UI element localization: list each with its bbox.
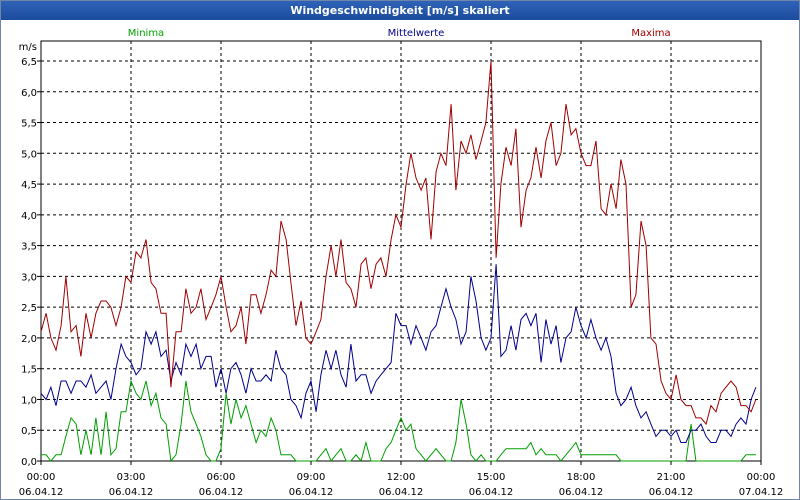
x-tick-time: 03:00 — [117, 472, 146, 483]
x-tick-time: 00:00 — [27, 472, 56, 483]
y-tick-label: 3,0 — [21, 272, 37, 283]
x-tick-date: 06.04.12 — [469, 487, 514, 498]
legend-mittelwerte: Mittelwerte — [388, 28, 445, 39]
y-tick-label: 0,5 — [21, 426, 37, 437]
x-tick-date: 07.04.12 — [739, 487, 784, 498]
grid — [41, 41, 761, 461]
x-tick-time: 15:00 — [477, 472, 506, 483]
y-tick-label: 2,5 — [21, 303, 37, 314]
y-tick-label: 5,5 — [21, 119, 37, 130]
y-tick-label: 5,0 — [21, 149, 37, 160]
series-layer — [40, 60, 757, 463]
x-tick-date: 06.04.12 — [649, 487, 694, 498]
series-line-mittelwerte — [40, 264, 757, 443]
series-line-maxima — [40, 60, 757, 426]
y-tick-label: 6,5 — [21, 57, 37, 68]
y-axis-label: m/s — [19, 42, 37, 53]
x-tick-date: 06.04.12 — [289, 487, 334, 498]
y-tick-label: 1,0 — [21, 395, 37, 406]
axes: 0,0 0,5 1,0 1,5 2,0 2,5 3,0 3,5 4,0 4,5 5,0 5,5 6,0 6… — [19, 42, 784, 498]
series-line-minima — [41, 379, 756, 463]
x-tick-date: 06.04.12 — [19, 487, 64, 498]
y-tick-label: 4,5 — [21, 180, 37, 191]
x-tick-date: 06.04.12 — [379, 487, 424, 498]
y-tick-label: 0,0 — [21, 457, 37, 468]
y-tick-label: 6,0 — [21, 88, 37, 99]
x-tick-time: 06:00 — [207, 472, 236, 483]
x-tick-time: 18:00 — [567, 472, 596, 483]
x-tick-time: 09:00 — [297, 472, 326, 483]
y-tick-label: 1,5 — [21, 365, 37, 376]
x-tick-date: 06.04.12 — [199, 487, 244, 498]
legend-maxima: Maxima — [631, 28, 670, 39]
x-tick-date: 06.04.12 — [109, 487, 154, 498]
x-tick-time: 00:00 — [747, 472, 776, 483]
x-tick-time: 21:00 — [657, 472, 686, 483]
y-tick-label: 3,5 — [21, 242, 37, 253]
y-tick-label: 4,0 — [21, 211, 37, 222]
legend: Minima Mittelwerte Maxima — [128, 28, 671, 39]
legend-minima: Minima — [128, 28, 164, 39]
y-tick-label: 2,0 — [21, 334, 37, 345]
x-tick-date: 06.04.12 — [559, 487, 604, 498]
window-title: Windgeschwindigkeit [m/s] skaliert — [1, 1, 799, 20]
x-tick-time: 12:00 — [387, 472, 416, 483]
